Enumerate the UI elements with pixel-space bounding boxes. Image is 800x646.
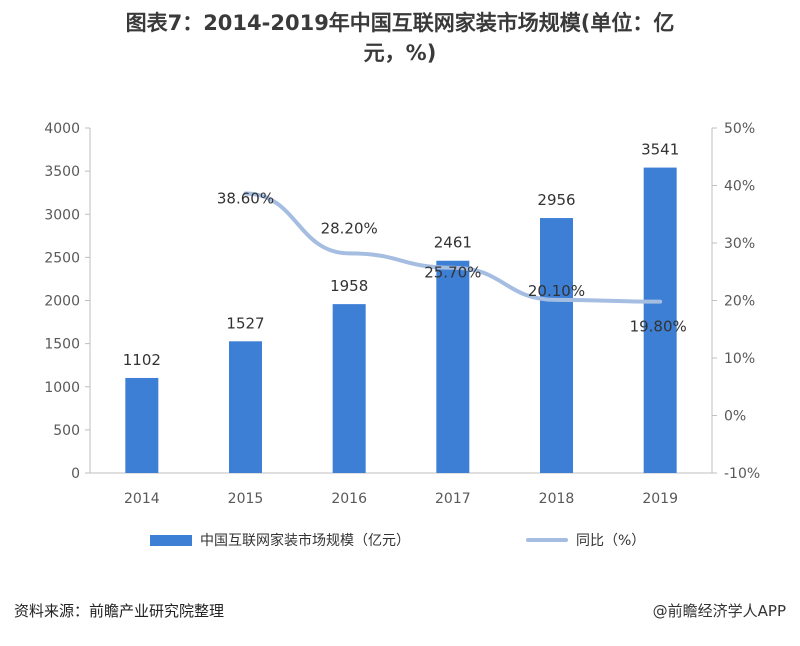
yoy-line	[243, 191, 663, 304]
right-axis: -10% 0% 10% 20% 30% 40% 50%	[711, 121, 760, 482]
x-axis: 2014 2015 2016 2017 2018 2019	[90, 472, 712, 507]
bar-data-label: 2956	[537, 191, 575, 209]
right-axis-tick-label: 40%	[724, 179, 755, 195]
chart-title-line-2: 元，%)	[363, 41, 437, 65]
line-data-label: 28.20%	[321, 219, 378, 237]
legend-bar-label: 中国互联网家装市场规模（亿元）	[200, 533, 410, 549]
right-axis-tick-label: 0%	[724, 409, 746, 425]
source-note: 资料来源：前瞻产业研究院整理	[14, 602, 225, 620]
x-axis-tick-label: 2017	[435, 491, 471, 507]
left-axis-tick-label: 3500	[44, 164, 80, 180]
right-axis-tick-label: 10%	[724, 351, 755, 367]
brand-label: @前瞻经济学人APP	[652, 602, 786, 620]
legend-bar-swatch	[150, 534, 192, 546]
bar	[436, 260, 470, 473]
bar	[229, 341, 262, 473]
left-axis-tick-label: 2500	[44, 250, 80, 266]
combo-chart: 0 500 1000 1500 2000 2500 3000 3500 4000 -10% 0% 1…	[44, 121, 760, 507]
legend-line-swatch	[526, 538, 568, 542]
bar	[643, 167, 677, 473]
line-data-labels: 38.60% 28.20% 25.70% 20.10% 19.80%	[217, 190, 687, 336]
left-axis-tick-label: 0	[71, 466, 80, 482]
line-data-label: 20.10%	[528, 282, 585, 300]
x-axis-tick-label: 2019	[642, 491, 678, 507]
chart-title: 图表7：2014-2019年中国互联网家装市场规模(单位：亿 元，%)	[0, 8, 800, 68]
line-series	[243, 191, 663, 304]
x-axis-tick-label: 2014	[124, 491, 160, 507]
bar-data-label: 1527	[226, 314, 264, 332]
bar	[540, 218, 573, 473]
left-axis-tick-label: 500	[53, 423, 80, 439]
right-axis-tick-label: 20%	[724, 294, 755, 310]
right-axis-tick-label: -10%	[724, 466, 760, 482]
bar-series	[125, 167, 677, 473]
x-axis-tick-label: 2018	[539, 491, 575, 507]
x-axis-tick-label: 2015	[228, 491, 264, 507]
left-axis-tick-label: 3000	[44, 207, 80, 223]
bar-data-label: 1102	[123, 351, 161, 369]
bar-data-labels: 1102 1527 1958 2461 2956 3541	[123, 141, 680, 369]
legend-item-bar: 中国互联网家装市场规模（亿元）	[150, 530, 410, 550]
bar-data-label: 1958	[330, 277, 368, 295]
x-axis-tick-label: 2016	[331, 491, 367, 507]
bar-data-label: 3541	[641, 141, 679, 159]
bar	[125, 377, 159, 473]
line-data-label: 25.70%	[424, 264, 481, 282]
legend-line-label: 同比（%）	[576, 533, 646, 549]
right-axis-tick-label: 50%	[724, 121, 755, 137]
legend-item-line: 同比（%）	[526, 530, 645, 550]
line-data-label: 19.80%	[630, 318, 687, 336]
right-axis-tick-label: 30%	[724, 236, 755, 252]
line-data-label: 38.60%	[217, 190, 274, 208]
left-axis: 0 500 1000 1500 2000 2500 3000 3500 4000	[44, 121, 91, 482]
chart-title-line-1: 图表7：2014-2019年中国互联网家装市场规模(单位：亿	[125, 11, 675, 35]
bar-data-label: 2461	[434, 234, 472, 252]
left-axis-tick-label: 1500	[44, 337, 80, 353]
left-axis-tick-label: 2000	[44, 294, 80, 310]
bar	[332, 304, 366, 473]
chart-legend: 中国互联网家装市场规模（亿元） 同比（%）	[0, 530, 800, 556]
left-axis-tick-label: 1000	[44, 380, 80, 396]
left-axis-tick-label: 4000	[44, 121, 80, 137]
